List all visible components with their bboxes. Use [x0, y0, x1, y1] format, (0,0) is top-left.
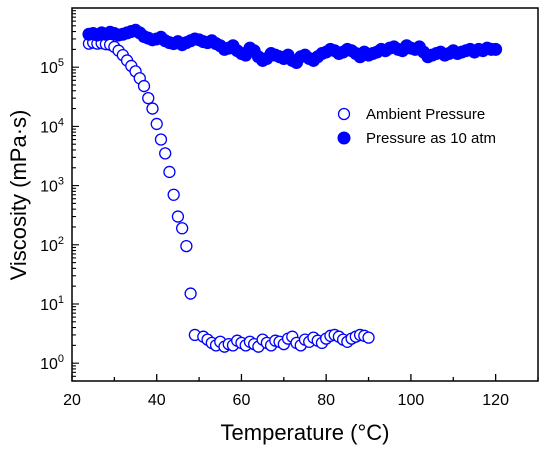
legend-label-10atm: Pressure as 10 atm	[366, 130, 496, 147]
legend-marker-ambient	[337, 107, 351, 121]
y-tick-label: 103	[40, 176, 64, 196]
data-point	[163, 165, 176, 179]
data-point	[154, 133, 168, 146]
data-point	[362, 331, 375, 344]
data-point	[142, 91, 155, 105]
y-tick-exponent: 0	[58, 353, 64, 365]
x-axis-ticks	[71, 374, 539, 381]
y-tick-base: 10	[40, 60, 58, 77]
data-point	[489, 42, 503, 56]
x-axis-title: Temperature (°C)	[221, 420, 390, 445]
x-tick-label: 40	[148, 392, 166, 409]
data-point	[167, 188, 180, 201]
data-point	[180, 239, 193, 253]
x-tick-label: 60	[233, 392, 251, 409]
x-axis-tick-labels: 20 40 60 80 100 120	[63, 392, 509, 409]
series-pressure-10-atm	[82, 23, 503, 70]
y-tick-base: 10	[40, 297, 58, 314]
y-axis-ticks	[72, 10, 79, 382]
data-point	[184, 287, 197, 300]
data-point	[175, 222, 189, 235]
series-ambient-pressure	[82, 36, 375, 353]
y-axis-title: Viscosity (mPa·s)	[6, 110, 31, 281]
y-tick-exponent: 1	[58, 294, 64, 306]
y-tick-label: 102	[40, 235, 64, 255]
data-point	[137, 79, 151, 93]
y-tick-label: 105	[40, 57, 64, 77]
y-tick-exponent: 4	[58, 116, 64, 128]
x-tick-label: 80	[317, 392, 335, 409]
y-tick-label: 101	[40, 294, 64, 314]
y-tick-base: 10	[40, 119, 58, 136]
x-tick-label: 20	[63, 392, 81, 409]
plot-frame	[71, 7, 539, 382]
y-tick-base: 10	[40, 356, 58, 373]
x-tick-label: 100	[398, 392, 425, 409]
y-tick-exponent: 3	[58, 176, 64, 188]
y-tick-label: 100	[40, 353, 64, 373]
legend-marker-10atm	[337, 131, 351, 145]
y-tick-base: 10	[40, 179, 58, 196]
x-tick-label: 120	[482, 392, 509, 409]
data-point	[171, 210, 185, 223]
legend: Ambient Pressure Pressure as 10 atm	[337, 106, 496, 147]
data-point	[150, 117, 163, 131]
y-tick-exponent: 2	[58, 235, 64, 247]
data-point	[159, 147, 172, 160]
y-tick-label: 104	[40, 116, 64, 136]
legend-label-ambient: Ambient Pressure	[366, 106, 485, 123]
data-point	[146, 102, 159, 115]
data-points	[82, 23, 503, 353]
y-tick-base: 10	[40, 238, 58, 255]
y-tick-exponent: 5	[58, 57, 64, 69]
